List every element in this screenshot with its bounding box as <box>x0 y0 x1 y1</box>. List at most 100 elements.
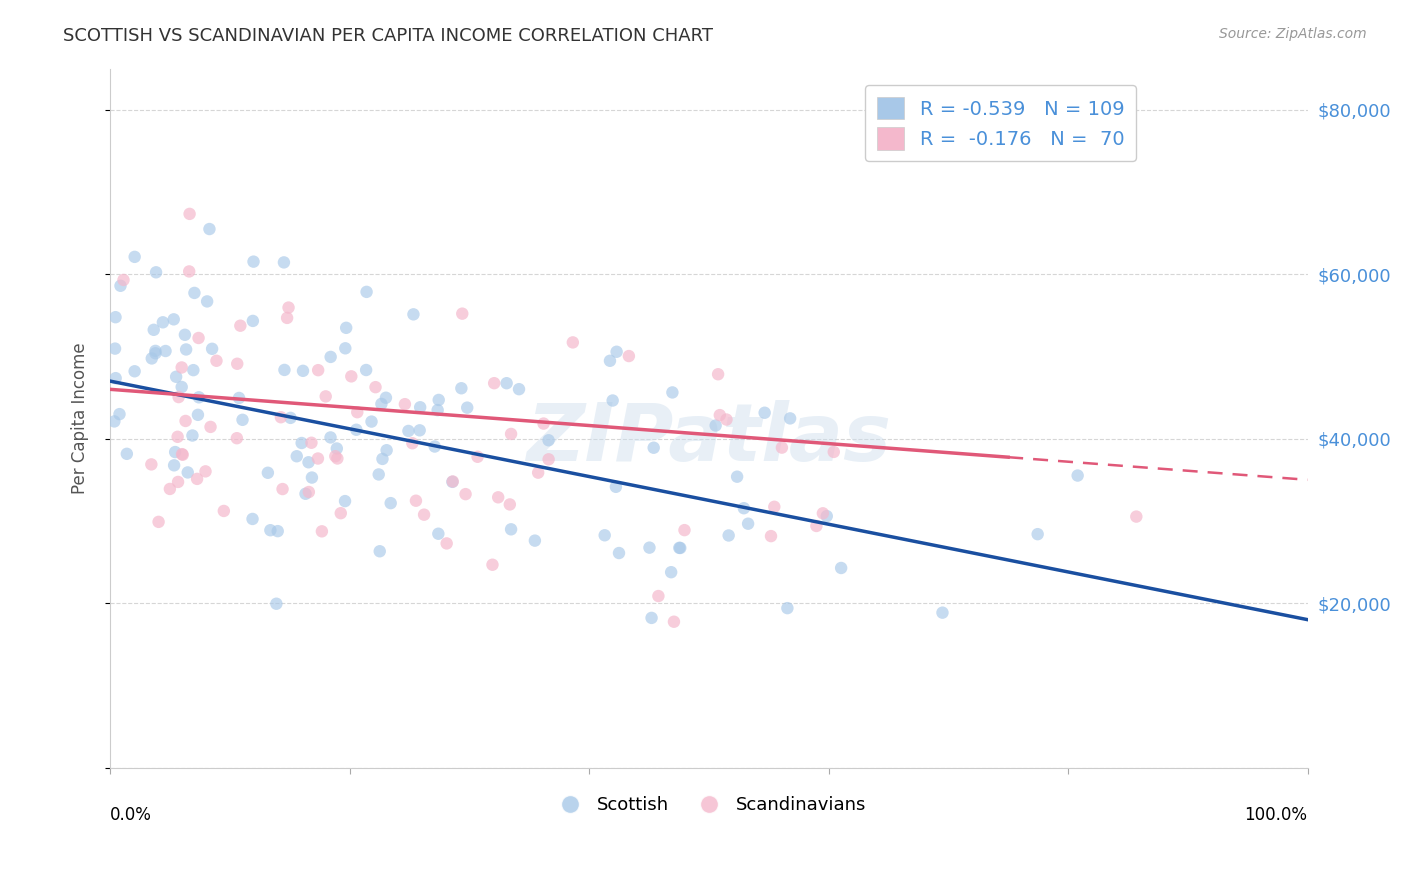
Scandinavians <box>441 475 464 489</box>
Scottish <box>195 294 218 309</box>
Scottish <box>815 509 838 524</box>
Scottish <box>717 528 740 542</box>
Scottish <box>292 364 315 378</box>
Scandinavians <box>170 360 193 375</box>
Scandinavians <box>315 389 337 403</box>
Scandinavians <box>141 458 163 472</box>
Scottish <box>152 315 174 329</box>
Scandinavians <box>763 500 786 514</box>
Text: 100.0%: 100.0% <box>1244 806 1308 824</box>
Scottish <box>402 307 425 321</box>
Scottish <box>231 413 253 427</box>
Scottish <box>737 516 759 531</box>
Scandinavians <box>187 331 209 345</box>
Scottish <box>174 343 197 357</box>
Scandinavians <box>326 451 349 466</box>
Scottish <box>319 350 342 364</box>
Scandinavians <box>298 485 321 500</box>
Scandinavians <box>533 417 555 431</box>
Scottish <box>523 533 546 548</box>
Scottish <box>267 524 290 538</box>
Scandinavians <box>823 445 845 459</box>
Scandinavians <box>481 558 503 572</box>
Scottish <box>104 310 127 325</box>
Scottish <box>163 312 186 326</box>
Scottish <box>291 436 314 450</box>
Scandinavians <box>537 452 560 467</box>
Scandinavians <box>271 482 294 496</box>
Scandinavians <box>167 390 190 404</box>
Scandinavians <box>225 431 247 445</box>
Scandinavians <box>226 357 249 371</box>
Scottish <box>141 351 163 366</box>
Scottish <box>145 265 167 279</box>
Scottish <box>163 458 186 473</box>
Scottish <box>360 415 382 429</box>
Scottish <box>593 528 616 542</box>
Scandinavians <box>277 301 299 315</box>
Scottish <box>602 393 624 408</box>
Scottish <box>754 406 776 420</box>
Scottish <box>423 440 446 454</box>
Scottish <box>145 346 167 360</box>
Scandinavians <box>276 310 298 325</box>
Scottish <box>661 385 683 400</box>
Scottish <box>368 544 391 558</box>
Scandinavians <box>527 466 550 480</box>
Scandinavians <box>405 493 427 508</box>
Scottish <box>177 466 200 480</box>
Scottish <box>108 407 131 421</box>
Text: Source: ZipAtlas.com: Source: ZipAtlas.com <box>1219 27 1367 41</box>
Scottish <box>187 390 209 404</box>
Scottish <box>1026 527 1049 541</box>
Scandinavians <box>179 264 201 278</box>
Scottish <box>257 466 280 480</box>
Scandinavians <box>482 376 505 391</box>
Scottish <box>779 411 801 425</box>
Scandinavians <box>186 472 208 486</box>
Scandinavians <box>307 363 329 377</box>
Scandinavians <box>323 449 346 463</box>
Scandinavians <box>394 397 416 411</box>
Scandinavians <box>707 368 730 382</box>
Scottish <box>124 364 146 378</box>
Scottish <box>668 541 690 555</box>
Scandinavians <box>205 353 228 368</box>
Scottish <box>380 496 402 510</box>
Scandinavians <box>770 441 793 455</box>
Scandinavians <box>499 426 522 441</box>
Scottish <box>427 392 450 407</box>
Scottish <box>931 606 953 620</box>
Scandinavians <box>759 529 782 543</box>
Scottish <box>733 501 755 516</box>
Scottish <box>242 254 264 268</box>
Scottish <box>371 451 394 466</box>
Scottish <box>607 546 630 560</box>
Scandinavians <box>716 412 738 426</box>
Legend: Scottish, Scandinavians: Scottish, Scandinavians <box>544 789 873 822</box>
Scandinavians <box>413 508 436 522</box>
Scottish <box>638 541 661 555</box>
Scottish <box>165 369 187 384</box>
Scottish <box>266 597 288 611</box>
Scandinavians <box>166 430 188 444</box>
Scandinavians <box>301 435 323 450</box>
Scandinavians <box>436 536 458 550</box>
Scandinavians <box>486 491 509 505</box>
Scandinavians <box>112 273 135 287</box>
Scottish <box>104 371 127 385</box>
Scandinavians <box>311 524 333 539</box>
Scottish <box>187 408 209 422</box>
Scottish <box>181 428 204 442</box>
Scandinavians <box>200 420 222 434</box>
Scottish <box>280 410 302 425</box>
Scottish <box>319 430 342 444</box>
Scottish <box>155 343 177 358</box>
Scottish <box>441 475 464 489</box>
Scottish <box>335 321 357 335</box>
Scottish <box>356 285 378 299</box>
Scandinavians <box>806 519 828 533</box>
Scottish <box>605 480 627 494</box>
Scottish <box>374 391 396 405</box>
Scandinavians <box>647 589 669 603</box>
